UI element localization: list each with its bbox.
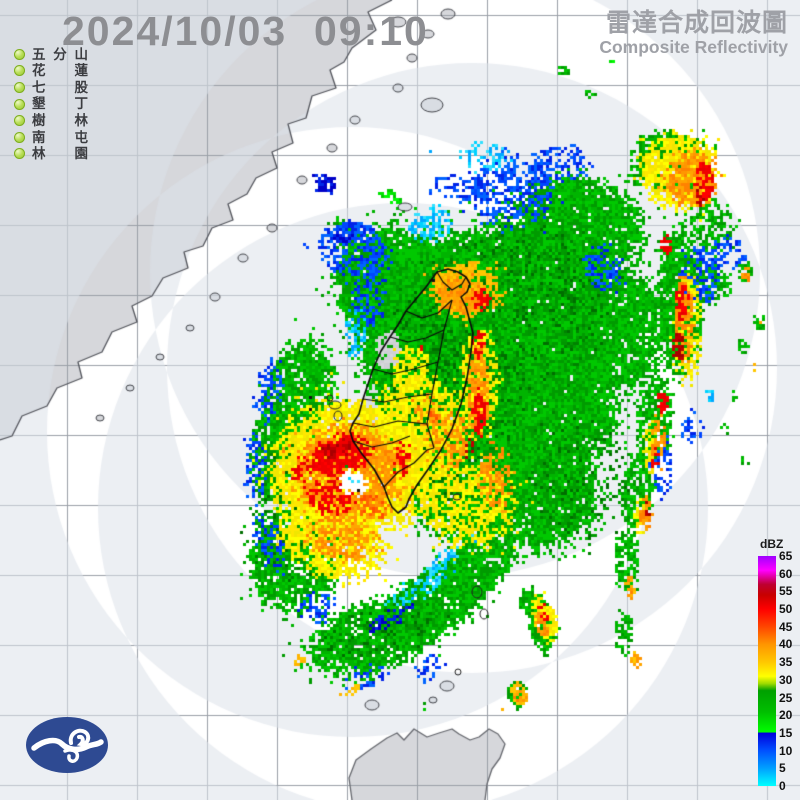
timestamp: 2024/10/03 09:10 — [62, 8, 429, 54]
station-status-dot — [14, 65, 25, 77]
station-status-dot — [14, 48, 25, 60]
station-name: 南屯 — [32, 129, 88, 145]
station-item: 五分山 — [14, 46, 88, 63]
station-name: 花蓮 — [32, 63, 88, 79]
colorbar-tick: 15 — [779, 725, 793, 740]
station-item: 樹林 — [14, 112, 88, 129]
colorbar-tick: 50 — [779, 602, 793, 617]
colorbar-tick: 30 — [779, 672, 793, 687]
colorbar-gradient — [758, 556, 776, 786]
colorbar-tick: 5 — [779, 761, 786, 776]
station-status-dot — [14, 81, 25, 93]
radar-station-list: 五分山花蓮七股墾丁樹林南屯林園 — [14, 46, 88, 162]
colorbar-tick: 60 — [779, 566, 793, 581]
colorbar-tick: 10 — [779, 743, 793, 758]
station-item: 墾丁 — [14, 96, 88, 113]
station-status-dot — [14, 131, 25, 143]
colorbar-tick: 35 — [779, 655, 793, 670]
station-item: 林園 — [14, 146, 88, 163]
colorbar-tick: 65 — [779, 549, 793, 563]
station-item: 花蓮 — [14, 63, 88, 80]
page-title: 雷達合成回波圖 — [605, 9, 788, 37]
colorbar-tick: 20 — [779, 708, 793, 723]
station-name: 七股 — [32, 79, 88, 95]
page-subtitle: Composite Reflectivity — [599, 37, 788, 58]
station-status-dot — [14, 115, 25, 127]
colorbar-unit-label: dBZ — [760, 537, 784, 551]
colorbar-tick: 55 — [779, 584, 793, 599]
station-name: 樹林 — [32, 112, 88, 128]
station-status-dot — [14, 98, 25, 110]
station-item: 七股 — [14, 79, 88, 96]
station-status-dot — [14, 148, 25, 160]
colorbar-ticks: 65 60 55 50 45 40 35 30 25 20 15 10 5 0 — [779, 549, 799, 793]
colorbar-tick: 45 — [779, 619, 793, 634]
colorbar-tick: 0 — [779, 779, 786, 793]
station-name: 墾丁 — [32, 96, 88, 112]
colorbar-tick: 40 — [779, 637, 793, 652]
station-item: 南屯 — [14, 129, 88, 146]
title-block: 雷達合成回波圖 Composite Reflectivity — [599, 10, 788, 58]
cwb-logo — [26, 717, 108, 773]
colorbar-tick: 25 — [779, 690, 793, 705]
station-name: 林園 — [32, 146, 88, 162]
station-name: 五分山 — [32, 46, 88, 62]
